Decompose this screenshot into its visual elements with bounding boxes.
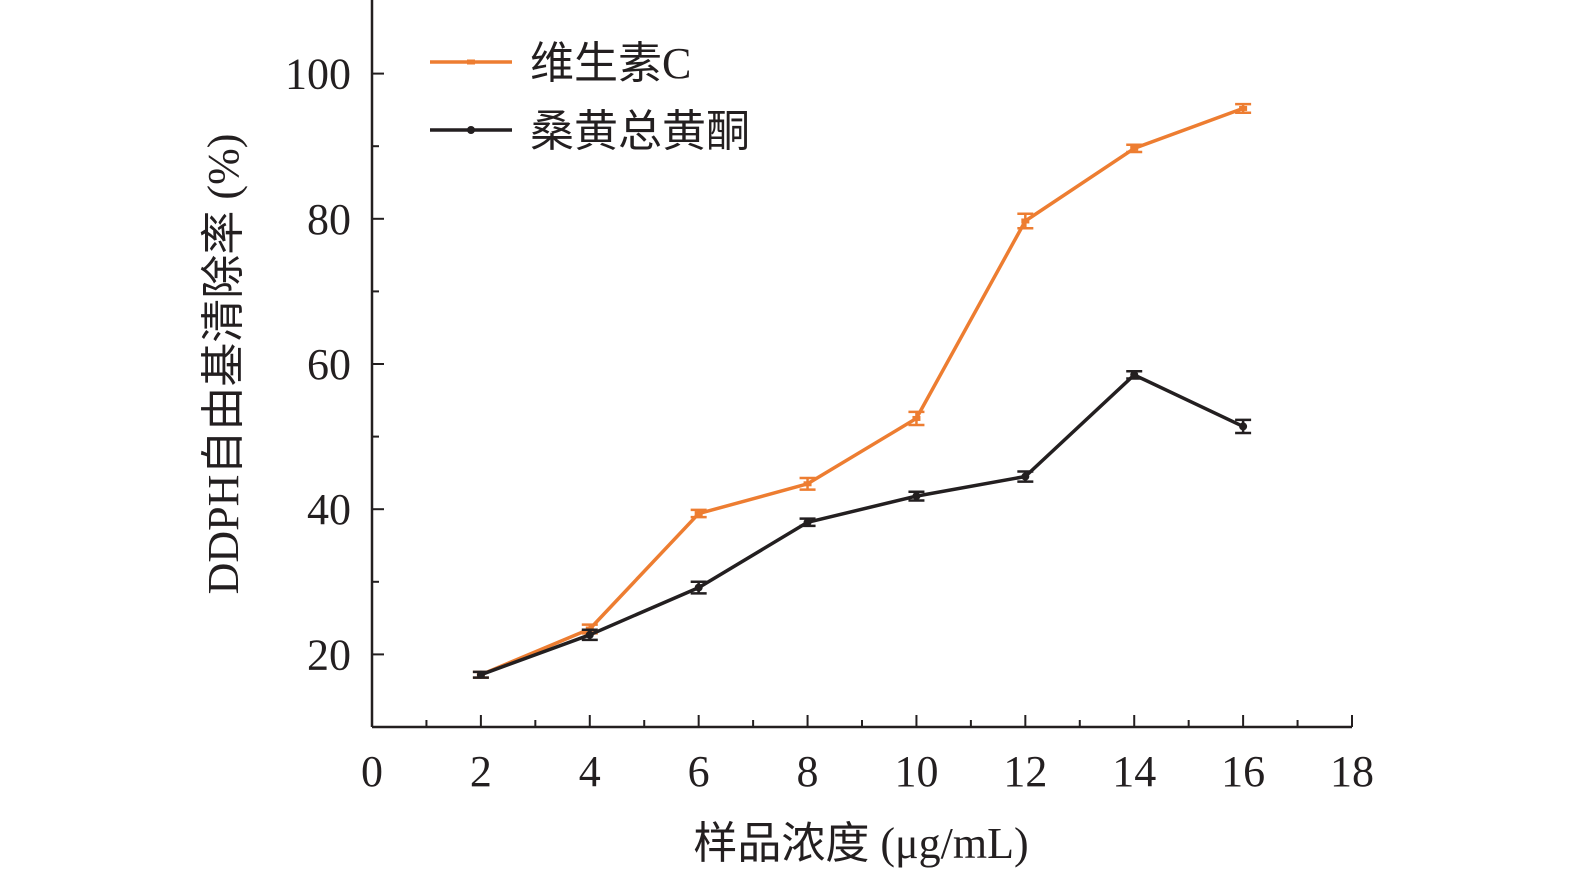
- axes: 0 2 4 6 8 10 12 14 16 18 20 40 60 80 100: [285, 0, 1374, 796]
- y-tick-label: 100: [285, 50, 351, 99]
- x-tick-label: 2: [470, 747, 492, 796]
- legend-swatch-marker: [467, 59, 475, 65]
- y-axis-title: DDPH自由基清除率 (%): [199, 134, 248, 595]
- data-point: [912, 492, 921, 501]
- x-axis-title: 样品浓度 (μg/mL): [693, 819, 1028, 868]
- x-tick-label: 8: [797, 747, 819, 796]
- legend-swatch-marker: [467, 126, 475, 134]
- series-1: [472, 102, 1252, 679]
- data-point: [585, 630, 594, 639]
- data-point: [476, 670, 485, 679]
- data-point: [694, 583, 703, 592]
- x-tick-label: 12: [1003, 747, 1047, 796]
- legend-item: 维生素C: [430, 39, 691, 88]
- y-tick-label: 60: [307, 340, 351, 389]
- data-point: [694, 511, 703, 517]
- data-point: [1239, 422, 1248, 431]
- legend-label: 桑黄总黄酮: [530, 107, 750, 156]
- y-tick-label: 80: [307, 195, 351, 244]
- y-tick-label: 20: [307, 630, 351, 679]
- legend: 维生素C 桑黄总黄酮: [430, 39, 750, 156]
- series-line: [480, 106, 1244, 677]
- series-2: [472, 370, 1252, 679]
- x-tick-label: 16: [1221, 747, 1265, 796]
- data-point: [1130, 370, 1139, 379]
- data-point: [803, 518, 812, 527]
- data-point: [1130, 145, 1139, 151]
- x-tick-label: 14: [1112, 747, 1156, 796]
- data-point: [912, 415, 921, 421]
- series-line: [480, 373, 1244, 677]
- x-tick-label: 10: [894, 747, 938, 796]
- x-tick-label: 0: [361, 747, 383, 796]
- x-tick-label: 4: [579, 747, 601, 796]
- y-tick-label: 40: [307, 485, 351, 534]
- data-point: [1239, 105, 1248, 111]
- data-point: [803, 481, 812, 487]
- data-point: [1021, 218, 1030, 224]
- legend-label: 维生素C: [530, 39, 691, 88]
- x-tick-label: 18: [1330, 747, 1374, 796]
- x-tick-label: 6: [688, 747, 710, 796]
- data-point: [1021, 472, 1030, 481]
- legend-item: 桑黄总黄酮: [430, 107, 750, 156]
- series-layer: [472, 102, 1252, 679]
